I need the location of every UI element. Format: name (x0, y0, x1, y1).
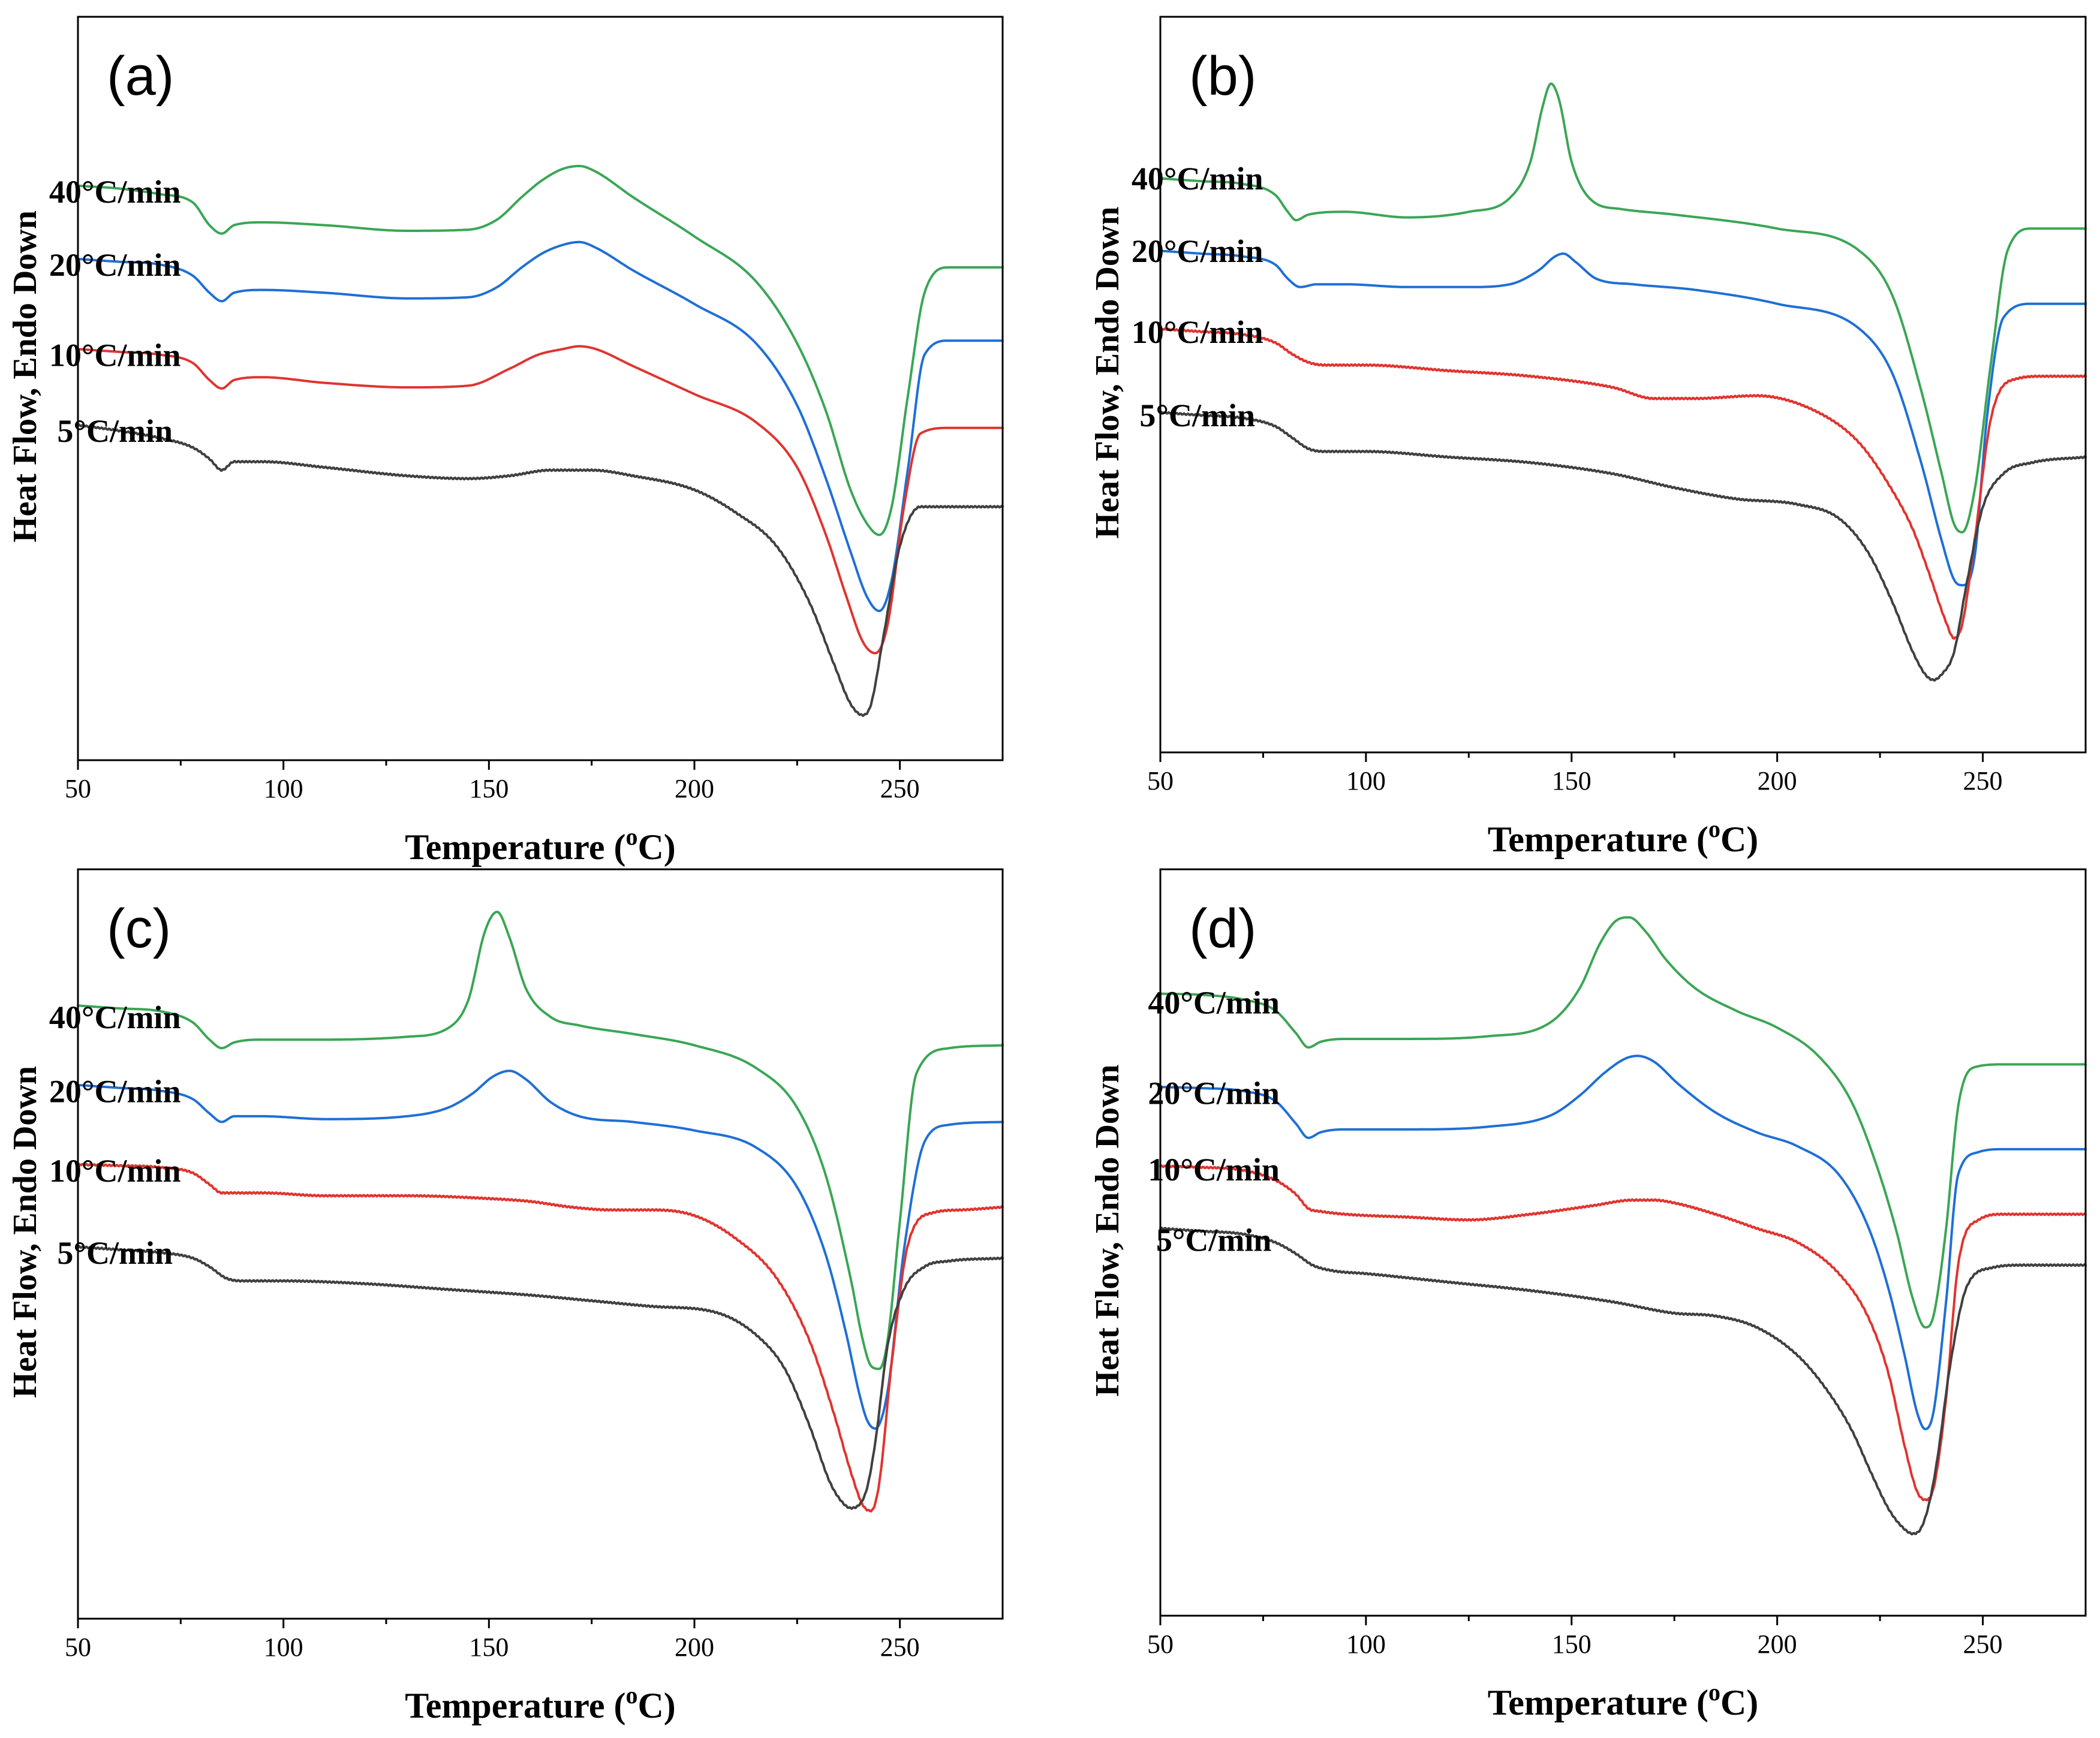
x-axis-label: Temperature (oC) (1488, 1679, 1759, 1722)
series-label: 40°C/min (49, 174, 181, 210)
series-label: 20°C/min (1148, 1075, 1280, 1111)
x-tick-label: 250 (880, 1632, 920, 1662)
x-tick-label: 100 (1346, 766, 1386, 796)
x-tick-label: 150 (469, 774, 509, 803)
series-label: 20°C/min (1132, 233, 1263, 269)
panel-label: (b) (1189, 46, 1256, 107)
series-label: 5°C/min (1156, 1222, 1272, 1258)
x-axis-label-sup: o (1708, 815, 1720, 842)
x-tick-label: 150 (469, 1632, 509, 1662)
x-axis-label-tail: C) (637, 1686, 675, 1725)
series-label: 5°C/min (1139, 397, 1255, 433)
series-label: 5°C/min (57, 413, 173, 449)
series-label: 10°C/min (49, 337, 181, 373)
x-axis-label: Temperature (oC) (405, 1682, 676, 1725)
series-label: 20°C/min (49, 1073, 181, 1109)
y-axis-label: Heat Flow, Endo Down (7, 210, 44, 543)
series-line-4 (1159, 1226, 2087, 1536)
series-line-4 (77, 1245, 1004, 1510)
plot-frame (77, 16, 1004, 761)
x-axis-label-tail: C) (1720, 1683, 1758, 1722)
series-label: 40°C/min (1132, 161, 1263, 197)
panel-label: (a) (107, 46, 174, 107)
x-tick-label: 250 (1963, 766, 2003, 796)
x-tick-label: 50 (1147, 1629, 1174, 1659)
x-tick-label: 50 (65, 774, 91, 803)
x-axis-label-main: Temperature ( (1488, 1683, 1708, 1722)
series-line-1 (1159, 916, 2087, 1329)
x-axis-label-tail: C) (637, 827, 675, 867)
x-tick-label: 250 (880, 774, 920, 803)
x-tick-label: 200 (675, 774, 714, 803)
panel-b: 40°C/min 20°C/min 10°C/min 5°C/min 50 100 150 2… (1089, 16, 2087, 859)
x-tick-label: 150 (1552, 1629, 1591, 1659)
x-axis-label-main: Temperature ( (405, 1686, 625, 1725)
panel-d: 40°C/min 20°C/min 10°C/min 5°C/min 50 100 150 2… (1089, 868, 2087, 1722)
series-line-1 (77, 164, 1004, 537)
series-line-1 (77, 911, 1004, 1370)
x-tick-label: 50 (1147, 766, 1174, 796)
x-tick-label: 100 (264, 1632, 303, 1662)
plot-frame (77, 868, 1004, 1620)
series-line-2 (77, 1070, 1004, 1430)
series-line-4 (1159, 411, 2087, 682)
series-line-4 (77, 423, 1004, 717)
series-label: 10°C/min (49, 1153, 181, 1189)
x-tick-label: 200 (1758, 766, 1797, 796)
x-axis-label-sup: o (625, 1682, 637, 1709)
series-line-2 (1159, 1055, 2087, 1430)
x-axis-label-sup: o (625, 823, 637, 850)
x-axis-label-main: Temperature ( (1488, 820, 1708, 859)
plot-frame (1159, 868, 2087, 1617)
series-line-2 (77, 240, 1004, 613)
x-axis-label-sup: o (1708, 1679, 1720, 1706)
y-axis-label: Heat Flow, Endo Down (1089, 207, 1126, 539)
series-line-1 (1159, 82, 2087, 534)
panel-label: (c) (107, 898, 171, 959)
x-tick-label: 200 (1758, 1629, 1797, 1659)
panel-a: 40°C/min 20°C/min 10°C/min 5°C/min 50 100 150 2… (7, 16, 1004, 867)
x-tick-label: 150 (1552, 766, 1591, 796)
series-label: 40°C/min (1148, 985, 1280, 1021)
x-tick-label: 200 (675, 1632, 714, 1662)
x-axis-label: Temperature (oC) (405, 823, 676, 867)
series-line-3 (1159, 327, 2087, 640)
series-label: 10°C/min (1148, 1152, 1280, 1188)
series-label: 20°C/min (49, 247, 181, 283)
panel-c: 40°C/min 20°C/min 10°C/min 5°C/min 50 100 150 2… (7, 868, 1004, 1725)
plot-frame (1159, 16, 2087, 754)
y-axis-label: Heat Flow, Endo Down (7, 1066, 44, 1398)
x-tick-label: 50 (65, 1632, 91, 1662)
series-label: 10°C/min (1132, 314, 1263, 350)
series-line-3 (77, 345, 1004, 655)
x-axis-label: Temperature (oC) (1488, 815, 1759, 859)
x-axis-label-main: Temperature ( (405, 827, 625, 867)
y-axis-label: Heat Flow, Endo Down (1089, 1065, 1126, 1397)
series-line-3 (77, 1162, 1004, 1513)
panel-label: (d) (1189, 898, 1256, 959)
series-line-2 (1159, 249, 2087, 587)
x-tick-label: 100 (1346, 1629, 1386, 1659)
x-tick-label: 250 (1963, 1629, 2003, 1659)
series-label: 5°C/min (57, 1235, 173, 1271)
x-axis-label-tail: C) (1720, 820, 1758, 859)
series-label: 40°C/min (49, 999, 181, 1035)
x-tick-label: 100 (264, 774, 303, 803)
